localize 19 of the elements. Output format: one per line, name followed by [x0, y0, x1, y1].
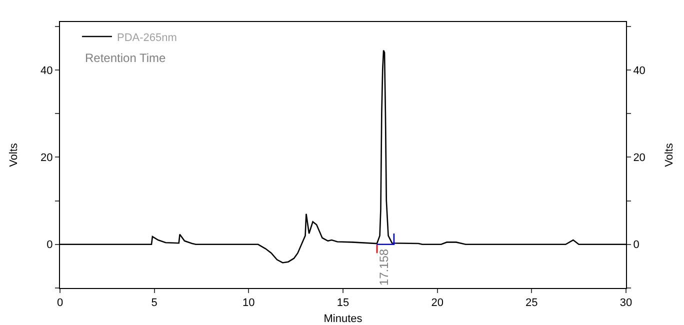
x-tick-label: 25	[526, 297, 538, 310]
y2-axis-title: Volts	[664, 142, 676, 167]
y-tick-label: 0	[46, 239, 53, 252]
x-tick-label: 30	[620, 297, 632, 310]
x-tick-label: 10	[242, 297, 255, 310]
annotation: 17.158	[376, 248, 391, 286]
x-tick-label: 15	[336, 297, 350, 310]
legend-label: PDA-265nm	[116, 32, 177, 44]
y-tick-label: 20	[40, 152, 53, 164]
x-tick-label: 0	[56, 297, 64, 310]
x-tick-label: 20	[431, 297, 444, 310]
annotation: Retention Time	[85, 51, 166, 65]
y2-tick-label: 40	[633, 64, 646, 77]
y-tick-label: 40	[40, 64, 53, 77]
y2-tick-label: 0	[633, 239, 640, 252]
x-tick-label: 5	[151, 297, 158, 310]
y-axis-title: Volts	[8, 142, 20, 167]
x-axis-title: Minutes	[324, 313, 363, 325]
y2-tick-label: 20	[633, 152, 646, 164]
